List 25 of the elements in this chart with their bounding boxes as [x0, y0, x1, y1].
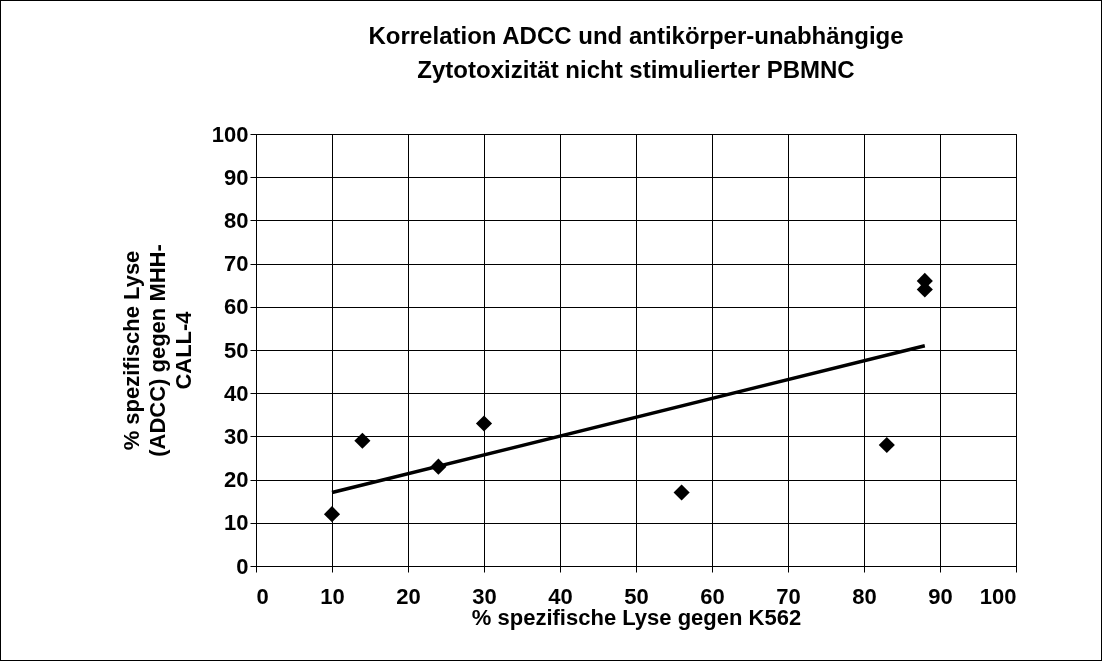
y-tick-label: 100 [211, 121, 249, 147]
y-tick-label: 50 [224, 337, 249, 363]
point [673, 484, 690, 501]
x-tick-label: 0 [256, 583, 269, 609]
x-tick-label: 80 [852, 583, 877, 609]
y-tick-label: 60 [224, 294, 249, 320]
y-tick-label: 10 [224, 510, 249, 536]
chart-title: Korrelation ADCC und antikörper-unabhängige Zytotoxizität nicht stimulierter PBMNC [368, 22, 904, 83]
point [878, 436, 895, 454]
y-tick-label: 40 [224, 380, 249, 406]
x-tick-label: 20 [396, 583, 421, 609]
y-tick-label: 0 [236, 553, 249, 579]
x-tick-label: 10 [320, 583, 345, 609]
y-tick-label: 80 [224, 207, 249, 233]
y-tick-label: 30 [224, 423, 249, 449]
x-tick-label: 100 [979, 583, 1017, 609]
y-axis-title: % spezifische Lyse (ADCC) gegen MHH-CALL-4 [118, 244, 196, 457]
point [323, 506, 341, 523]
y-tick-label: 20 [224, 467, 249, 493]
point [354, 432, 371, 449]
y-tick-label: 70 [224, 251, 249, 277]
y-tick-label: 90 [224, 164, 249, 190]
x-tick-label: 90 [928, 583, 953, 609]
point [475, 415, 493, 432]
point [430, 458, 447, 475]
